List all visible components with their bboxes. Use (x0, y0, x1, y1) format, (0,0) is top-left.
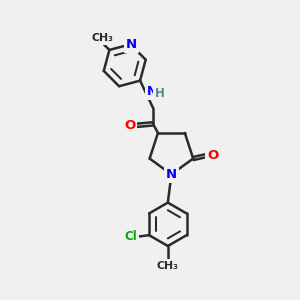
Text: N: N (126, 38, 137, 51)
Text: O: O (207, 149, 218, 162)
Text: CH₃: CH₃ (92, 33, 114, 43)
Text: H: H (155, 87, 165, 100)
Text: N: N (166, 168, 177, 181)
Text: CH₃: CH₃ (157, 261, 179, 271)
Text: O: O (124, 119, 136, 132)
Text: N: N (147, 85, 157, 98)
Text: Cl: Cl (124, 230, 137, 243)
